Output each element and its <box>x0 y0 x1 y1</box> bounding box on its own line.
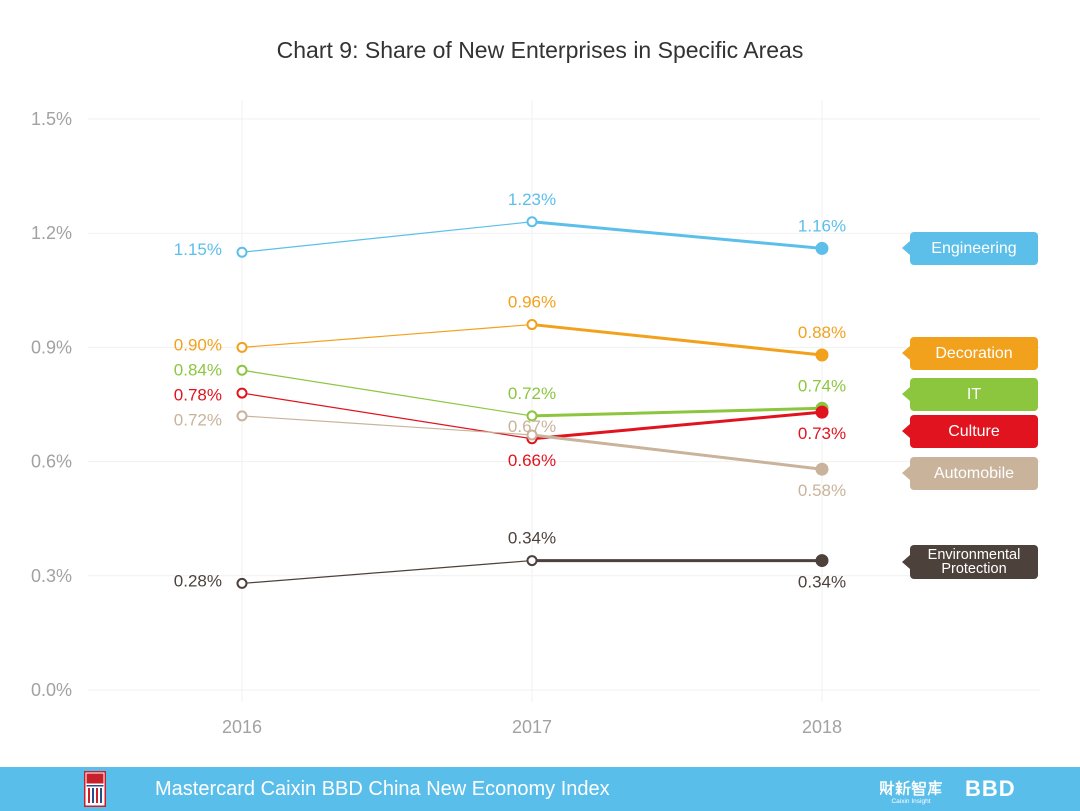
series-lines <box>241 220 824 585</box>
automobile-point-2016 <box>236 410 248 422</box>
logo-glyph-3 <box>911 780 926 796</box>
legend-tag-decoration: Decoration <box>902 336 1038 370</box>
culture-point-2018 <box>815 405 829 419</box>
x-tick-label: 2017 <box>512 717 552 737</box>
x-tick-label: 2016 <box>222 717 262 737</box>
environmental-protection-line-2016-2017 <box>241 559 533 585</box>
legend-label: Environmental Protection <box>927 547 1021 577</box>
it-point-2016 <box>236 364 248 376</box>
legend-tag-it: IT <box>902 377 1038 411</box>
engineering-label-2017: 1.23% <box>508 190 556 209</box>
automobile-point-2018 <box>815 462 829 476</box>
series-points <box>236 216 829 589</box>
nei-logo-header <box>86 773 104 784</box>
it-label-2018: 0.74% <box>798 376 846 395</box>
legend-tag-culture: Culture <box>902 414 1038 448</box>
environmental-protection-point-2017 <box>526 555 538 567</box>
engineering-line-2017-2018 <box>530 220 824 250</box>
automobile-line-2016-2017 <box>241 415 533 436</box>
culture-point-2016 <box>236 387 248 399</box>
decoration-point-2016 <box>236 341 248 353</box>
decoration-line-2016-2017 <box>241 323 533 348</box>
engineering-line-2016-2017 <box>241 221 533 253</box>
engineering-point-2017 <box>526 216 538 228</box>
automobile-label-2016: 0.72% <box>174 410 222 429</box>
axes: 0.0% 0.3% 0.6% 0.9% 1.2% 1.5% 2016 2017 2018 <box>31 109 842 737</box>
environmental-protection-label-2018: 0.34% <box>798 573 846 592</box>
legend-tag-environmental-protection: Environmental Protection <box>902 545 1038 579</box>
decoration-label-2017: 0.96% <box>508 293 556 312</box>
y-tick-label: 1.5% <box>31 109 72 129</box>
caixin-insight-logo-mark <box>880 780 942 796</box>
engineering-label-2018: 1.16% <box>798 216 846 235</box>
y-tick-label: 1.2% <box>31 223 72 243</box>
it-point-2017 <box>526 410 538 422</box>
nei-logo-bar <box>96 788 98 803</box>
decoration-label-2016: 0.90% <box>174 335 222 354</box>
automobile-label-2018: 0.58% <box>798 481 846 500</box>
logo-glyph-4 <box>927 780 942 796</box>
automobile-line-2017-2018 <box>530 433 824 471</box>
automobile-label-2017: 0.67% <box>508 417 556 436</box>
chart-title: Chart 9: Share of New Enterprises in Spe… <box>277 37 804 63</box>
legend-label: Automobile <box>933 464 1015 482</box>
it-label-2017: 0.72% <box>508 384 556 403</box>
environmental-protection-label-2017: 0.34% <box>508 529 556 548</box>
footer-title: Mastercard Caixin BBD China New Economy … <box>155 778 610 800</box>
automobile-point-2017 <box>526 429 538 441</box>
engineering-point-2016 <box>236 246 248 258</box>
y-tick-label: 0.0% <box>31 680 72 700</box>
legend-label: Culture <box>948 422 1000 440</box>
y-tick-label: 0.9% <box>31 337 72 357</box>
bbd-logo: BBD <box>965 776 1016 801</box>
nei-logo-bar <box>92 788 94 803</box>
engineering-point-2018 <box>815 241 829 255</box>
grid <box>88 100 1040 702</box>
legend-tag-engineering: Engineering <box>902 231 1038 265</box>
it-line-2016-2017 <box>241 369 533 417</box>
legend-label: Engineering <box>931 239 1017 257</box>
environmental-protection-point-2018 <box>815 554 829 568</box>
culture-label-2016: 0.78% <box>174 385 222 404</box>
legend-label: IT <box>966 385 982 403</box>
nei-logo-icon <box>84 771 106 807</box>
it-line-2017-2018 <box>530 406 824 418</box>
environmental-protection-label-2016: 0.28% <box>174 571 222 590</box>
nei-logo-rule <box>86 785 104 787</box>
decoration-point-2018 <box>815 348 829 362</box>
caixin-insight-logo-subtitle: Caixin Insight <box>891 798 931 805</box>
legend: Engineering Decoration IT Culture Automobile… <box>902 231 1038 579</box>
data-labels: 1.23% 1.16% 0.96% 0.88% 0.72% 0.74% 0.66% 0.73%… <box>174 190 846 592</box>
engineering-label-2016: 1.15% <box>174 240 222 259</box>
line-chart: Chart 9: Share of New Enterprises in Spe… <box>0 0 1080 767</box>
chart-background <box>0 0 1080 767</box>
environmental-protection-point-2016 <box>236 577 248 589</box>
decoration-point-2017 <box>526 319 538 331</box>
y-tick-label: 0.3% <box>31 566 72 586</box>
decoration-line-2017-2018 <box>530 323 824 357</box>
decoration-label-2018: 0.88% <box>798 323 846 342</box>
culture-label-2018: 0.73% <box>798 424 846 443</box>
logo-glyph-2 <box>895 780 911 796</box>
footer-band: Mastercard Caixin BBD China New Economy … <box>0 767 1080 811</box>
y-tick-label: 0.6% <box>31 452 72 472</box>
nei-logo-bar <box>88 788 90 803</box>
it-label-2016: 0.84% <box>174 360 222 379</box>
x-tick-label: 2018 <box>802 717 842 737</box>
logo-glyph-1 <box>880 780 895 796</box>
culture-line-2017-2018 <box>530 410 824 441</box>
legend-label: Decoration <box>935 344 1013 362</box>
caixin-insight-logo: Caixin Insight <box>880 780 942 806</box>
culture-label-2017: 0.66% <box>508 451 556 470</box>
nei-logo-bar <box>100 788 102 803</box>
legend-tag-automobile: Automobile <box>902 456 1038 490</box>
culture-line-2016-2017 <box>241 392 533 440</box>
